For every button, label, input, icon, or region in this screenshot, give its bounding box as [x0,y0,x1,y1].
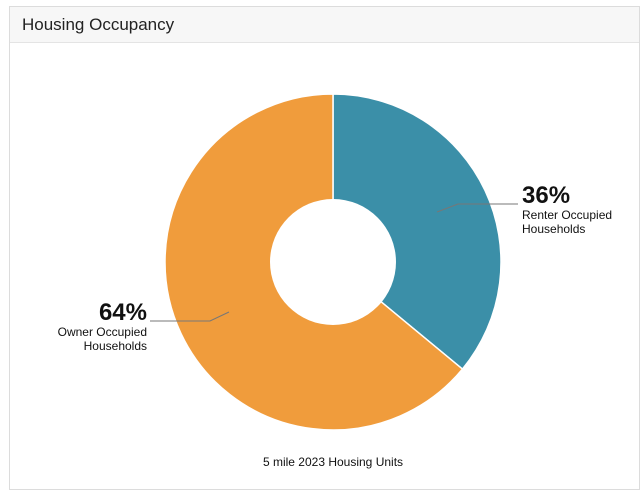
renter-label-line2: Households [522,222,585,236]
renter-percent-label: 36% [522,182,570,209]
owner-label-line2: Households [84,339,147,353]
chart-caption: 5 mile 2023 Housing Units [263,455,403,469]
donut-hole [270,199,396,325]
renter-label-line1: Renter Occupied [522,208,612,222]
owner-label-line1: Owner Occupied [58,325,147,339]
owner-percent-label: 64% [99,299,147,326]
panel-header: Housing Occupancy [10,7,639,43]
panel-title: Housing Occupancy [22,15,175,34]
owner-leader-line [150,311,230,322]
renter-slice [332,93,502,371]
renter-leader-line [436,203,518,213]
